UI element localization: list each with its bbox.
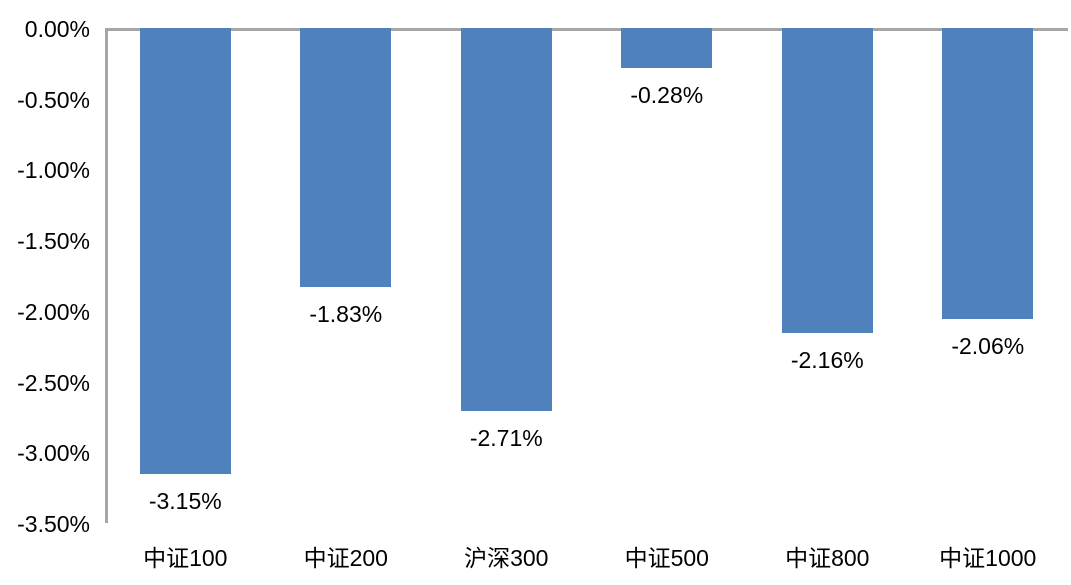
y-tick-label: -2.00% bbox=[17, 298, 90, 325]
bar-value-label: -1.83% bbox=[309, 301, 383, 327]
category-label: 中证100 bbox=[143, 545, 228, 571]
y-tick-label: -2.50% bbox=[17, 369, 90, 396]
bar-value-label: -2.06% bbox=[951, 333, 1025, 359]
bar-value-label: -3.15% bbox=[148, 488, 222, 514]
bar-中证800 bbox=[782, 28, 873, 333]
y-axis-line bbox=[105, 28, 108, 523]
category-label: 沪深300 bbox=[464, 545, 549, 571]
y-tick-label: -1.50% bbox=[17, 228, 90, 255]
category-label: 中证200 bbox=[303, 545, 388, 571]
y-tick-label: -3.00% bbox=[17, 440, 90, 467]
y-tick-label: -0.50% bbox=[17, 86, 90, 113]
category-label: 中证500 bbox=[624, 545, 709, 571]
y-tick-label: -1.00% bbox=[17, 157, 90, 184]
bar-沪深300 bbox=[461, 28, 552, 411]
bar-中证100 bbox=[140, 28, 231, 474]
y-tick-label: 0.00% bbox=[24, 16, 90, 42]
bar-中证200 bbox=[300, 28, 391, 287]
y-tick-label: -3.50% bbox=[17, 511, 90, 537]
bar-中证500 bbox=[621, 28, 712, 68]
bar-value-label: -2.16% bbox=[790, 347, 864, 373]
category-label: 中证1000 bbox=[939, 545, 1037, 571]
x-axis-zero-line bbox=[105, 28, 1068, 31]
bar-中证1000 bbox=[942, 28, 1033, 319]
category-label: 中证800 bbox=[785, 545, 870, 571]
bar-value-label: -2.71% bbox=[469, 425, 543, 451]
bar-value-label: -0.28% bbox=[630, 82, 704, 108]
